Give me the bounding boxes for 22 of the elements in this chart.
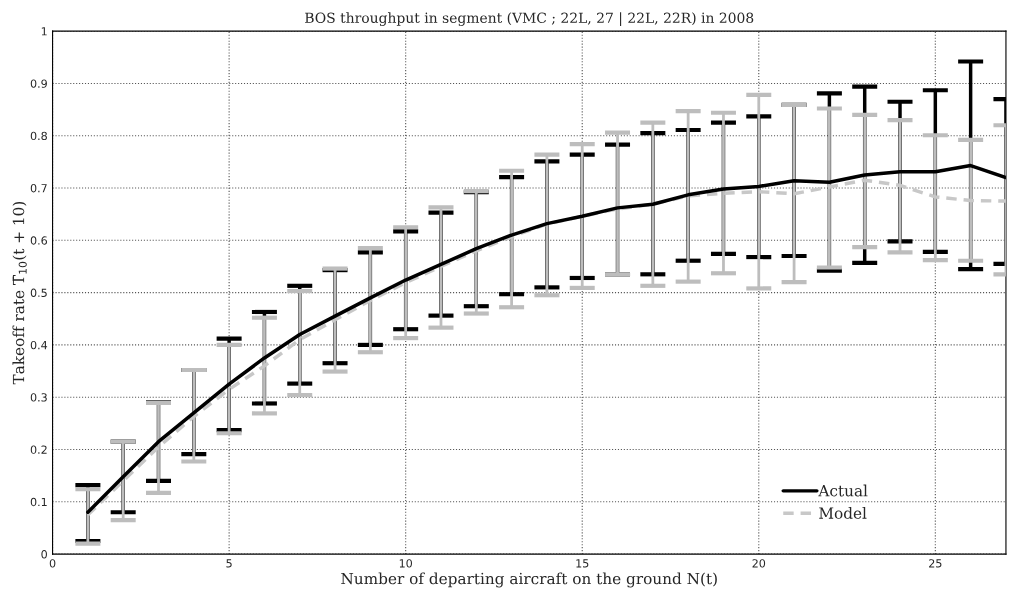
y-tick-label: 0.4 <box>30 340 48 350</box>
legend-label: Model <box>819 507 867 519</box>
y-tick-label: 0.8 <box>30 131 47 141</box>
y-tick-label: 0.5 <box>30 288 47 297</box>
y-tick-label: 0.7 <box>30 184 47 193</box>
y-tick-label: 0.1 <box>30 497 47 507</box>
y-tick-label: 0.9 <box>30 79 47 88</box>
y-tick-label: 1 <box>41 27 47 36</box>
y-tick-label: 0 <box>41 550 47 559</box>
x-tick-label: 20 <box>752 559 766 568</box>
x-axis-title: Number of departing aircraft on the ground N(t) <box>341 572 717 588</box>
y-axis-title: Takeoff rate T̄$_{10}$(t + 10) <box>12 201 27 385</box>
chart-title: BOS throughput in segment (VMC ; 22L, 27 | 22L, 22R) in 2008 <box>305 12 754 27</box>
x-tick-label: 15 <box>576 559 589 568</box>
y-tick-label: 0.3 <box>30 393 47 402</box>
x-tick-label: 25 <box>929 559 942 568</box>
y-tick-label: 0.6 <box>30 236 48 245</box>
x-tick-label: 5 <box>226 559 232 568</box>
legend-label: Actual <box>818 484 868 497</box>
y-tick-label: 0.2 <box>30 445 47 454</box>
x-tick-label: 10 <box>399 559 412 568</box>
x-tick-label: 0 <box>49 559 56 568</box>
